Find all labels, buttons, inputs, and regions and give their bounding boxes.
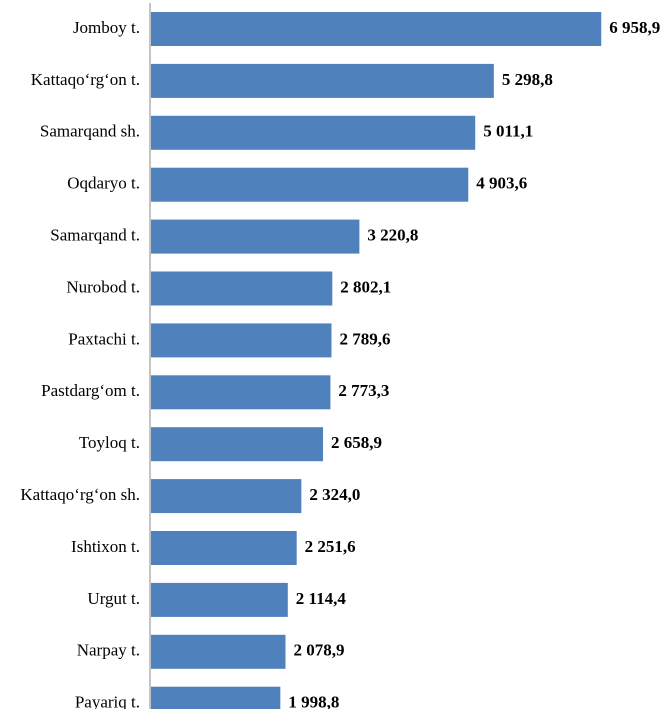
bar-1	[151, 63, 494, 98]
value-label-3: 4 903,6	[476, 174, 527, 193]
value-label-11: 2 114,4	[296, 589, 347, 608]
category-label-9: Kattaqo‘rg‘on sh.	[20, 485, 140, 504]
value-label-7: 2 773,3	[338, 381, 389, 400]
category-label-4: Samarqand t.	[50, 226, 140, 245]
value-label-0: 6 958,9	[609, 18, 660, 37]
category-label-11: Urgut t.	[87, 589, 140, 608]
value-label-1: 5 298,8	[502, 70, 553, 89]
category-label-1: Kattaqo‘rg‘on t.	[31, 70, 140, 89]
bar-5	[151, 271, 333, 306]
value-labels-group: 6 958,9 5 298,8 5 011,1 4 903,6 3 220,8 2 802…	[288, 18, 660, 709]
bar-13	[151, 686, 281, 709]
value-label-4: 3 220,8	[367, 226, 418, 245]
category-label-3: Oqdaryo t.	[67, 174, 140, 193]
category-label-10: Ishtixon t.	[71, 537, 140, 556]
bar-3	[151, 167, 469, 202]
value-label-6: 2 789,6	[339, 329, 390, 348]
bar-7	[151, 375, 331, 410]
value-label-8: 2 658,9	[331, 433, 382, 452]
category-label-5: Nurobod t.	[66, 277, 140, 296]
category-label-0: Jomboy t.	[73, 18, 140, 37]
bar-11	[151, 582, 288, 617]
bars-group	[151, 12, 602, 709]
category-label-2: Samarqand sh.	[40, 122, 140, 141]
value-label-10: 2 251,6	[305, 537, 356, 556]
category-labels-group: Jomboy t. Kattaqo‘rg‘on t. Samarqand sh. Oq…	[20, 18, 140, 709]
bar-8	[151, 427, 324, 462]
bar-12	[151, 634, 286, 669]
category-label-8: Toyloq t.	[79, 433, 140, 452]
category-label-6: Paxtachi t.	[68, 329, 140, 348]
value-label-12: 2 078,9	[294, 641, 345, 660]
category-label-13: Payariq t.	[75, 693, 140, 709]
category-label-7: Pastdarg‘om t.	[41, 381, 140, 400]
bar-4	[151, 219, 360, 254]
bar-9	[151, 479, 302, 514]
bar-6	[151, 323, 332, 358]
value-label-13: 1 998,8	[288, 693, 339, 709]
bar-10	[151, 531, 297, 565]
bar-2	[151, 115, 476, 150]
bar-0	[151, 12, 602, 46]
value-label-2: 5 011,1	[483, 122, 533, 141]
value-label-5: 2 802,1	[340, 277, 391, 296]
value-label-9: 2 324,0	[309, 485, 360, 504]
category-label-12: Narpay t.	[77, 641, 140, 660]
